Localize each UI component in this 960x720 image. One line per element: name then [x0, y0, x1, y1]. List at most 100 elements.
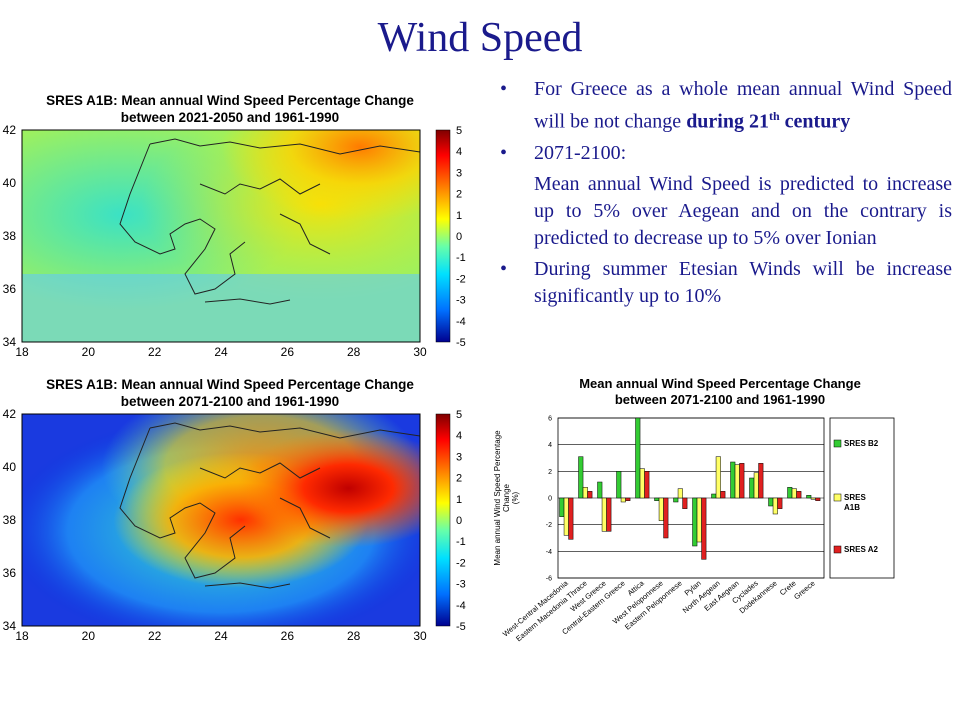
colorbar-tick-label: 1: [456, 210, 462, 222]
bar-sres-b2: [692, 497, 698, 547]
lat-tick-label: 40: [3, 460, 17, 474]
bar-sres-b2: [749, 477, 755, 499]
map1-coastline: [119, 138, 421, 305]
lon-tick-label: 28: [347, 345, 361, 359]
lat-tick-label: 42: [3, 124, 17, 137]
bar-sres-a2: [739, 463, 745, 499]
bullet-list: • For Greece as a whole mean annual Wind…: [496, 76, 952, 314]
bar-sres-b2: [787, 487, 793, 499]
slide-title: Wind Speed: [377, 15, 583, 61]
map2-title-line2: between 2071-2100 and 1961-1990: [120, 394, 340, 409]
bar-sres-b2: [768, 497, 774, 507]
bar-chart: Mean annual Wind Speed PercentageChange(…: [493, 416, 895, 643]
map2-lat-ticks: 42 40 38 36 34: [3, 408, 17, 633]
bar-sres-b2: [616, 471, 622, 499]
bar-sres-a2: [796, 491, 802, 499]
bullet-dot-icon: •: [500, 257, 508, 280]
colorbar-tick-label: 2: [456, 473, 462, 485]
colorbar-tick-label: 4: [456, 430, 462, 442]
bar-sres-a1b: [563, 497, 569, 536]
map2-figure: 5 4 3 2 1 0 -1 -2 -3 -4 -5 18 20 22 24 26 28 30 42 40 38 36…: [3, 408, 466, 643]
colorbar-tick-label: 0: [456, 231, 462, 243]
map2-lon-ticks: 18 20 22 24 26 28 30: [15, 629, 427, 643]
bar-sres-a1b: [734, 464, 740, 499]
legend-label: SRES B2: [844, 439, 879, 448]
map1-lat-ticks: 42 40 38 36 34: [3, 124, 17, 349]
bar-sres-a2: [777, 497, 783, 509]
bullet-3-text: During summer Etesian Winds will be incr…: [534, 257, 952, 307]
bullet-1-sup: th: [769, 109, 780, 123]
bar-sres-a2: [701, 497, 707, 560]
lon-tick-label: 18: [15, 629, 29, 643]
y-tick-label: 0: [548, 496, 552, 503]
colorbar-tick-label: -1: [456, 252, 466, 264]
plot-frame: [557, 417, 825, 579]
bar-sres-a2: [625, 497, 631, 501]
bar-sres-a1b: [715, 456, 721, 499]
map1-title-line1: SRES A1B: Mean annual Wind Speed Percent…: [46, 93, 414, 108]
chart-title: Mean annual Wind Speed Percentage Change…: [530, 376, 910, 408]
map1-lon-ticks: 18 20 22 24 26 28 30: [15, 345, 427, 359]
colorbar-tick-label: -2: [456, 557, 466, 569]
legend-label: SRES A1B: [844, 493, 866, 512]
y-tick-label: -2: [546, 522, 552, 529]
y-axis-label: Mean annual Wind Speed PercentageChange(…: [493, 430, 520, 566]
colorbar-tick-label: -4: [456, 600, 466, 612]
bar-sres-a2: [720, 491, 726, 499]
lat-tick-label: 34: [3, 335, 17, 349]
legend-swatch: [833, 493, 842, 502]
bullet-item-2: • 2071-2100:: [496, 140, 952, 167]
bar-sres-a1b: [582, 487, 588, 499]
bar-sres-b2: [730, 461, 736, 499]
bar-sres-a1b: [601, 497, 607, 532]
colorbar-tick-label: -5: [456, 621, 466, 633]
bar-sres-a1b: [639, 468, 645, 499]
bullet-2-detail: Mean annual Wind Speed is predicted to i…: [534, 172, 952, 249]
bar-sres-a1b: [696, 497, 702, 543]
legend-label: SRES A2: [844, 545, 878, 554]
lat-tick-label: 38: [3, 513, 17, 527]
bar-sres-a2: [758, 463, 764, 499]
y-tick-label: -4: [546, 549, 552, 556]
lat-tick-label: 36: [3, 566, 17, 580]
colorbar-tick-label: -3: [456, 579, 466, 591]
bullet-2-text: 2071-2100:: [534, 141, 627, 164]
bullet-1-bold2: century: [784, 110, 851, 133]
bar-sres-a2: [815, 497, 821, 501]
lat-tick-label: 36: [3, 282, 17, 296]
bar-sres-a1b: [753, 472, 759, 499]
bar-sres-a1b: [620, 497, 626, 503]
map1-title: SRES A1B: Mean annual Wind Speed Percent…: [20, 92, 440, 126]
bullet-1-text: For Greece as a whole mean annual Wind S…: [534, 78, 952, 133]
colorbar-tick-label: 1: [456, 494, 462, 506]
bar-sres-b2: [578, 456, 584, 499]
bullet-item-1: • For Greece as a whole mean annual Wind…: [496, 76, 952, 136]
colorbar-tick-label: 5: [456, 125, 462, 137]
legend-swatch: [833, 545, 842, 554]
bar-sres-a2: [644, 471, 650, 499]
lon-tick-label: 22: [148, 345, 162, 359]
lon-tick-label: 26: [281, 345, 295, 359]
lon-tick-label: 24: [214, 345, 228, 359]
map1-frame: [21, 129, 421, 343]
lat-tick-label: 40: [3, 176, 17, 190]
bar-sres-a1b: [772, 497, 778, 515]
lon-tick-label: 24: [214, 629, 228, 643]
colorbar-tick-label: -3: [456, 295, 466, 307]
colorbar-tick-label: -5: [456, 337, 466, 349]
bar-sres-b2: [597, 481, 603, 499]
lat-tick-label: 42: [3, 408, 17, 421]
bar-sres-a1b: [810, 497, 816, 500]
map2-frame: [21, 413, 421, 627]
colorbar-tick-label: 0: [456, 515, 462, 527]
map2-title: SRES A1B: Mean annual Wind Speed Percent…: [20, 376, 440, 410]
lon-tick-label: 30: [413, 629, 427, 643]
map2-colorbar-ticks: 5 4 3 2 1 0 -1 -2 -3 -4 -5: [456, 409, 466, 633]
category-label: Greece: [792, 579, 817, 602]
colorbar-tick-label: 3: [456, 167, 462, 179]
bar-sres-b2: [635, 417, 641, 499]
lon-tick-label: 22: [148, 629, 162, 643]
bar-sres-a2: [682, 497, 688, 509]
bullet-item-3: • During summer Etesian Winds will be in…: [496, 256, 952, 310]
bar-sres-a1b: [658, 497, 664, 521]
